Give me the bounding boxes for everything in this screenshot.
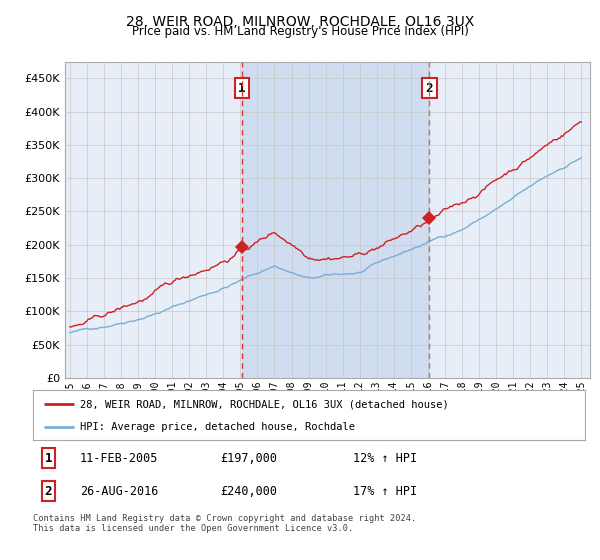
Text: Price paid vs. HM Land Registry's House Price Index (HPI): Price paid vs. HM Land Registry's House … — [131, 25, 469, 38]
Text: 1: 1 — [238, 82, 245, 95]
Text: 2: 2 — [425, 82, 433, 95]
Text: 28, WEIR ROAD, MILNROW, ROCHDALE, OL16 3UX (detached house): 28, WEIR ROAD, MILNROW, ROCHDALE, OL16 3… — [80, 399, 449, 409]
Text: £197,000: £197,000 — [221, 451, 278, 465]
Text: 26-AUG-2016: 26-AUG-2016 — [80, 484, 158, 498]
Text: 1: 1 — [45, 451, 52, 465]
Bar — [242, 62, 429, 378]
Text: 2: 2 — [45, 484, 52, 498]
Text: 11-FEB-2005: 11-FEB-2005 — [80, 451, 158, 465]
Text: HPI: Average price, detached house, Rochdale: HPI: Average price, detached house, Roch… — [80, 422, 355, 432]
Text: 12% ↑ HPI: 12% ↑ HPI — [353, 451, 417, 465]
Text: 17% ↑ HPI: 17% ↑ HPI — [353, 484, 417, 498]
Text: Contains HM Land Registry data © Crown copyright and database right 2024.
This d: Contains HM Land Registry data © Crown c… — [33, 514, 416, 534]
Text: 28, WEIR ROAD, MILNROW, ROCHDALE, OL16 3UX: 28, WEIR ROAD, MILNROW, ROCHDALE, OL16 3… — [126, 15, 474, 29]
Text: £240,000: £240,000 — [221, 484, 278, 498]
